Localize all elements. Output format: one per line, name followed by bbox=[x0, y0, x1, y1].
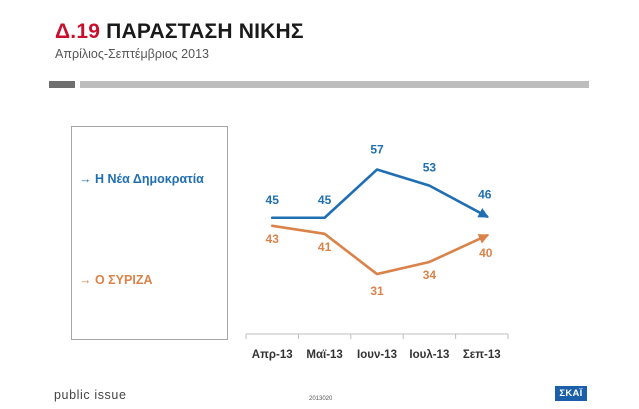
data-label: 46 bbox=[478, 188, 492, 202]
legend-label-syriza: Ο ΣΥΡΙΖΑ bbox=[94, 273, 153, 287]
header-rule bbox=[80, 81, 589, 88]
data-label: 45 bbox=[266, 193, 280, 207]
x-tick-label: Απρ-13 bbox=[252, 349, 293, 361]
series-line-1 bbox=[270, 224, 490, 276]
data-label: 57 bbox=[370, 143, 384, 157]
title-text: ΠΑΡΑΣΤΑΣΗ ΝΙΚΗΣ bbox=[106, 20, 304, 43]
page-subtitle: Απρίλιος-Σεπτέμβριος 2013 bbox=[55, 47, 209, 61]
data-label: 41 bbox=[318, 240, 332, 254]
series-line-0 bbox=[270, 168, 489, 220]
title-number: Δ.19 bbox=[55, 20, 101, 43]
x-tick-label: Ιουλ-13 bbox=[409, 349, 449, 361]
public-issue-logo: public issue bbox=[54, 388, 127, 402]
x-tick-label: Ιουν-13 bbox=[357, 349, 397, 361]
legend-box bbox=[71, 126, 228, 340]
data-label: 45 bbox=[318, 193, 332, 207]
header-accent-bar bbox=[49, 81, 75, 88]
data-label: 31 bbox=[370, 284, 384, 298]
survey-code: 2013020 bbox=[309, 396, 333, 402]
data-label: 53 bbox=[423, 161, 437, 175]
page-title: Δ.19 ΠΑΡΑΣΤΑΣΗ ΝΙΚΗΣ bbox=[55, 20, 304, 44]
x-tick-label: Μαϊ-13 bbox=[306, 349, 342, 361]
data-label: 40 bbox=[479, 246, 493, 260]
data-label: 43 bbox=[266, 232, 280, 246]
legend-item-syriza: → Ο ΣΥΡΙΖΑ bbox=[79, 273, 153, 287]
legend-item-nd: → Η Νέα Δημοκρατία bbox=[79, 172, 204, 186]
x-tick-label: Σεπ-13 bbox=[463, 349, 501, 361]
skai-logo: ΣΚΑΪ bbox=[555, 386, 587, 401]
legend-label-nd: Η Νέα Δημοκρατία bbox=[94, 172, 204, 186]
data-label: 34 bbox=[423, 268, 437, 282]
